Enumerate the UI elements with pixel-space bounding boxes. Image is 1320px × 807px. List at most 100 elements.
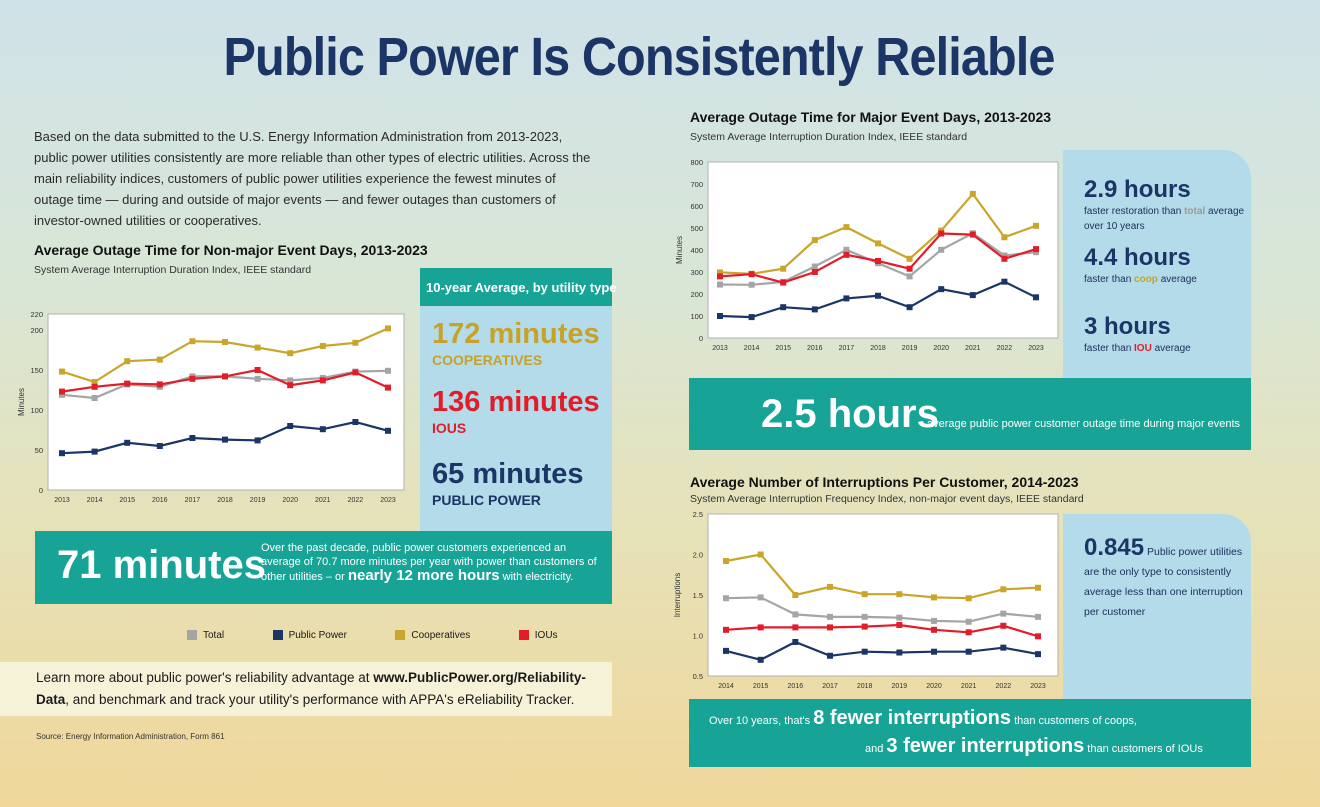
data-point-public-power [156,443,163,449]
banner-fewer-l1-post: than customers of coops, [1011,715,1137,727]
banner-fewer-l2-post: than customers of IOUs [1084,743,1203,755]
avg-iou-label: IOUS [432,420,467,436]
data-point-total [965,618,972,625]
data-point-cooperatives [91,379,98,385]
y-tick-label: 800 [690,158,703,167]
data-point-cooperatives [757,551,764,558]
data-point-ious [843,251,850,258]
data-point-ious [319,377,326,384]
learn-more-suffix: , and benchmark and track your utility's… [65,692,575,707]
banner-fewer-l2-pre: and [865,743,887,755]
banner-fewer-l1-big: 8 fewer interruptions [813,707,1012,729]
nonmajor-chart-title: Average Outage Time for Non-major Event … [34,242,428,258]
data-point-public-power [723,647,729,654]
data-point-total [843,246,850,253]
data-point-ious [969,231,976,238]
x-tick-label: 2015 [775,345,791,352]
x-tick-label: 2016 [152,497,168,504]
data-point-public-power [59,450,65,457]
data-point-cooperatives [811,237,818,244]
legend: Total Public Power Cooperatives IOUs [187,627,602,645]
nonmajor-chart: 0 50 100 150 200 220 Minutes 2013 2014 2015 2016 20… [12,304,406,512]
data-point-ious [965,629,972,636]
x-tick-label: 2020 [926,683,942,690]
page-title: Public Power Is Consistently Reliable [223,27,1056,87]
data-point-cooperatives [792,592,799,598]
y-tick-label: 100 [30,406,43,415]
legend-item-ious: IOUs [518,630,558,641]
x-tick-label: 2021 [965,345,981,352]
data-point-cooperatives [717,269,723,276]
data-point-total [1000,610,1007,617]
major-stat-1-text-a: faster restoration than [1084,206,1185,217]
interrupt-panel [1063,514,1251,700]
data-point-public-power [385,427,391,434]
data-point-ious [906,265,913,272]
interrupt-chart: 0.5 1.0 1.5 2.0 2.5 Interruptions 2014 2015 2016… [672,508,1064,694]
y-tick-label: 220 [30,310,43,319]
x-tick-label: 2023 [1030,683,1046,690]
data-point-ious [1033,246,1039,253]
major-stat-3-text-c: average [1151,343,1191,354]
y-tick-label: 300 [690,268,703,277]
data-point-public-power [969,292,976,299]
x-tick-label: 2022 [997,345,1013,352]
learn-more-link[interactable]: www.PublicPower.org/Reliability-Data [36,670,586,707]
data-point-cooperatives [861,591,868,598]
legend-label-total: Total [203,629,225,641]
avg-pp: 65 minutes PUBLIC POWER [432,458,584,508]
data-point-ious [827,624,833,631]
data-point-public-power [780,304,787,311]
data-point-public-power [124,439,131,446]
y-tick-label: 100 [690,312,703,321]
data-point-public-power [827,652,833,659]
data-point-public-power [222,436,228,443]
banner-71-text: Over the past decade, public power custo… [261,541,601,584]
major-stat-3-text-b: IOU [1134,343,1152,354]
data-point-total [91,395,98,401]
data-point-ious [875,258,881,264]
data-point-total [827,613,833,620]
data-point-total [723,595,729,602]
data-point-ious [811,269,818,275]
interrupt-chart-title: Average Number of Interruptions Per Cust… [690,474,1079,490]
data-point-cooperatives [156,356,163,363]
data-point-public-power [254,437,261,444]
data-point-total [938,246,945,253]
interrupt-chart-svg: 0.5 1.0 1.5 2.0 2.5 Interruptions 2014 2015 2016… [673,510,1059,690]
x-tick-label: 2013 [712,345,728,352]
x-tick-label: 2018 [870,345,886,352]
legend-swatch-total [187,630,197,640]
legend-swatch-ious [518,630,529,640]
data-point-ious [287,382,294,389]
data-point-cooperatives [827,583,833,590]
data-point-public-power [1000,644,1007,651]
data-point-ious [91,383,98,390]
banner-25-text: average public power customer outage tim… [927,418,1241,430]
major-stat-1-value: 2.9 hours [1084,176,1191,203]
y-tick-label: 500 [690,224,703,233]
data-point-total [254,375,261,382]
data-point-ious [189,375,196,382]
data-point-ious [896,621,903,628]
x-tick-label: 2016 [807,345,823,352]
intro-paragraph: Based on the data submitted to the U.S. … [34,129,591,228]
data-point-cooperatives [965,595,972,602]
x-tick-label: 2017 [822,683,838,690]
data-point-ious [780,279,787,286]
major-stat-1-text-c: average over 10 years [1084,206,1245,232]
avg-panel-header: 10-year Average, by utility type [420,268,617,306]
legend-label-public-power: Public Power [288,629,347,641]
data-point-public-power [875,292,881,299]
y-tick-label: 200 [30,326,43,335]
major-stat-1-text-b: total [1184,206,1206,217]
nonmajor-chart-svg: 0 50 100 150 200 220 Minutes 2013 2014 2015 2016 20… [17,310,405,504]
data-point-public-power [189,435,196,441]
data-point-ious [124,380,131,387]
major-stat-2-text-a: faster than [1084,274,1135,285]
x-tick-label: 2015 [119,497,135,504]
avg-coop-value: 172 minutes [432,318,600,350]
major-stat-3: 3 hours faster than IOU average [1084,313,1249,356]
avg-panel [420,306,612,536]
major-chart-title: Average Outage Time for Major Event Days… [690,109,1052,125]
